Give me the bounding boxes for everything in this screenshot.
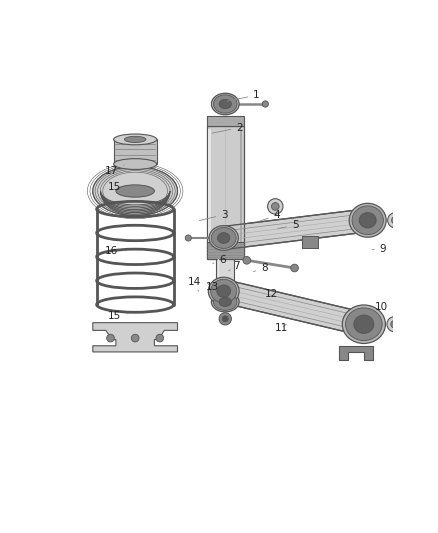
Ellipse shape [113,159,157,169]
Bar [207,242,244,259]
Polygon shape [93,322,177,352]
Text: 15: 15 [108,311,128,321]
Bar [207,116,244,126]
Bar [216,259,234,291]
Polygon shape [221,280,367,335]
Circle shape [156,334,164,342]
Ellipse shape [219,297,231,306]
Polygon shape [339,346,373,360]
Text: 2: 2 [212,123,243,133]
Ellipse shape [113,134,157,145]
Circle shape [222,316,228,322]
Bar [208,130,212,255]
Circle shape [387,317,403,332]
Text: 16: 16 [105,246,124,256]
Circle shape [243,256,251,264]
Ellipse shape [219,99,231,109]
Text: 3: 3 [200,209,228,221]
Ellipse shape [352,206,383,235]
Text: 17: 17 [105,165,124,176]
Bar [240,130,242,255]
Text: 11: 11 [275,323,288,333]
Circle shape [107,334,114,342]
Ellipse shape [211,279,237,303]
Bar [302,236,318,248]
Circle shape [131,334,139,342]
Ellipse shape [211,228,236,248]
Polygon shape [223,209,369,249]
Bar [113,140,157,164]
Ellipse shape [342,305,385,343]
Ellipse shape [209,225,238,251]
Text: 8: 8 [254,263,268,273]
Text: 14: 14 [187,277,201,292]
Circle shape [391,320,399,328]
Ellipse shape [359,213,376,228]
Ellipse shape [217,285,231,297]
Ellipse shape [212,93,239,115]
Ellipse shape [354,315,374,334]
Ellipse shape [93,166,177,216]
Text: 9: 9 [372,245,386,254]
Text: 10: 10 [371,302,388,312]
Ellipse shape [218,232,230,244]
Text: 5: 5 [278,220,299,230]
Text: 12: 12 [265,289,278,299]
Circle shape [388,213,403,228]
Text: 1: 1 [227,90,260,101]
Text: 7: 7 [229,261,240,271]
Ellipse shape [213,95,237,113]
Ellipse shape [116,185,155,197]
Ellipse shape [124,136,146,142]
Circle shape [262,101,268,107]
Text: 13: 13 [206,282,219,292]
Circle shape [268,199,283,214]
Bar [207,126,244,259]
Ellipse shape [349,203,386,237]
Circle shape [291,264,298,272]
Circle shape [185,235,191,241]
Circle shape [272,203,279,210]
Circle shape [219,313,231,325]
Text: 15: 15 [108,182,128,192]
Text: 6: 6 [213,255,226,265]
Ellipse shape [346,308,382,341]
Ellipse shape [212,292,239,312]
Circle shape [392,216,399,224]
Ellipse shape [208,277,239,305]
Text: 4: 4 [260,210,280,221]
Ellipse shape [213,293,237,310]
